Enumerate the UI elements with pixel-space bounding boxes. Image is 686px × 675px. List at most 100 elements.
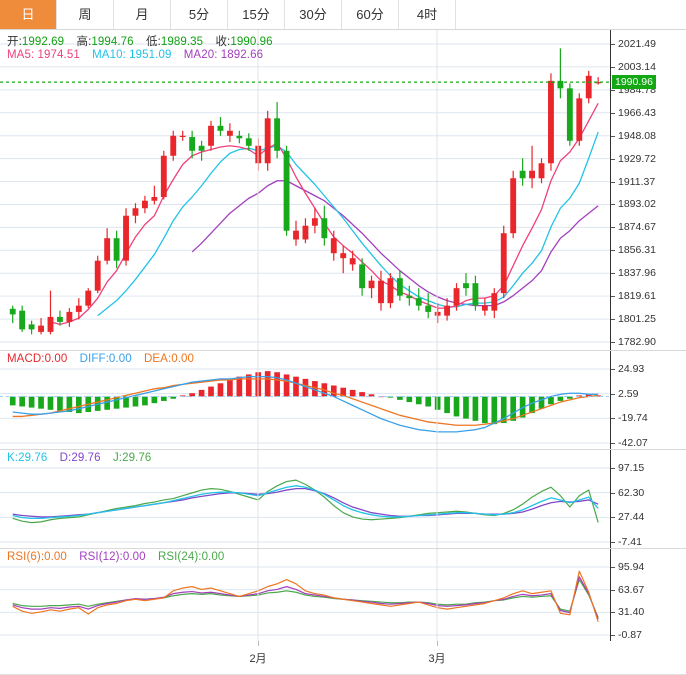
axis-tick-label: 1856.31: [611, 244, 656, 256]
j-group: J:29.76: [113, 452, 151, 464]
axis-tick-label: 62.30: [611, 487, 644, 499]
dea-value: 0.00: [171, 353, 195, 365]
period-tab-6[interactable]: 60分: [342, 0, 399, 29]
axis-tick-label: 1929.72: [611, 153, 656, 165]
open-group: 开:1992.69: [7, 36, 64, 48]
period-tab-5[interactable]: 30分: [285, 0, 342, 29]
ma20-label: MA20:: [183, 49, 218, 61]
close-value: 1990.96: [230, 36, 273, 48]
rsi24-group: RSI(24):0.00: [158, 551, 224, 563]
axis-tick-label: 1782.90: [611, 336, 656, 348]
d-value: 29.76: [71, 452, 101, 464]
period-toolbar: 日周月 5分 15分 30分 60分 4时: [0, 0, 686, 30]
rsi6-group: RSI(6):0.00: [7, 551, 67, 563]
rsi24-label: RSI(24):: [157, 551, 202, 563]
axis-tick-label: -7.41: [611, 536, 642, 548]
rsi12-label: RSI(12):: [79, 551, 123, 563]
ma10-label: MA10:: [92, 49, 126, 61]
axis-tick-label: 1837.96: [611, 267, 656, 279]
axis-tick-label: 1948.08: [611, 130, 656, 142]
ma10-value: 1951.09: [129, 49, 172, 61]
d-label: D:: [59, 452, 72, 464]
axis-tick-label: 2021.49: [611, 38, 656, 50]
price-axis: 2021.49 2003.14 1984.78 1966.43 1948.08 1929.…: [610, 30, 686, 350]
kdj-plot-area[interactable]: [0, 450, 610, 548]
open-value: 1992.69: [21, 36, 65, 48]
ma-legend: MA5: 1974.51 MA10: 1951.09 MA20: 1892.66: [7, 49, 272, 61]
open-label: 开:: [7, 36, 22, 48]
close-label: 收:: [215, 36, 231, 48]
rsi6-value: 0.00: [44, 551, 67, 563]
time-axis: 2月 3月: [0, 641, 686, 675]
axis-tick-label: 1966.43: [611, 107, 656, 119]
axis-tick-label: 63.67: [611, 584, 644, 596]
axis-tick-label: -42.07: [611, 437, 648, 449]
macd-plot-area[interactable]: [0, 351, 610, 449]
axis-tick-label: 24.93: [611, 363, 644, 375]
kdj-panel: K:29.76 D:29.76 J:29.76 97.15 62.30 27.44-…: [0, 450, 686, 549]
k-label: K:: [7, 452, 19, 464]
period-tab-2[interactable]: 月: [114, 0, 171, 29]
macd-value: 0.00: [44, 353, 68, 365]
period-tab-3[interactable]: 5分: [171, 0, 228, 29]
period-tab-7[interactable]: 4时: [399, 0, 456, 29]
high-label: 高:: [76, 36, 92, 48]
axis-tick-label: 27.44: [611, 511, 644, 523]
period-tab-4[interactable]: 15分: [228, 0, 285, 29]
time-axis-tick: [258, 641, 259, 646]
k-value: 29.76: [18, 452, 48, 464]
axis-tick-label: 2.59: [611, 388, 638, 400]
axis-tick-label: 31.40: [611, 606, 644, 618]
high-value: 1994.76: [91, 36, 134, 48]
low-label: 低:: [145, 36, 161, 48]
rsi-panel: RSI(6):0.00 RSI(12):0.00 RSI(24):0.00 95…: [0, 549, 686, 641]
rsi24-value: 0.00: [201, 551, 225, 563]
price-plot-area[interactable]: [0, 30, 610, 350]
rsi-plot-area[interactable]: [0, 549, 610, 641]
axis-tick-label: -0.87: [611, 629, 642, 641]
d-group: D:29.76: [60, 452, 101, 464]
current-price-badge: 1990.96: [612, 75, 656, 90]
low-group: 低:1989.35: [146, 36, 203, 48]
macd-group: MACD:0.00: [7, 353, 67, 365]
axis-tick-label: 1911.37: [611, 176, 655, 188]
rsi-axis: 95.94 63.67 31.40 -0.87: [610, 549, 686, 641]
macd-panel: MACD:0.00 DIFF:0.00 DEA:0.00 24.93 2.59 -1…: [0, 351, 686, 450]
kdj-legend: K:29.76 D:29.76 J:29.76: [7, 452, 160, 464]
price-chart-panel: 开:1992.69 高:1994.76 低:1989.35 收:1990.96 …: [0, 30, 686, 351]
ma5-value: 1974.51: [37, 49, 80, 61]
macd-axis: 24.93 2.59 -19.74 -42.07: [610, 351, 686, 449]
axis-tick-label: 97.15: [611, 462, 644, 474]
dea-label: DEA:: [144, 353, 172, 365]
period-tab-1[interactable]: 周: [57, 0, 114, 29]
time-axis-label: 3月: [428, 653, 446, 665]
diff-group: DIFF:0.00: [80, 353, 132, 365]
macd-label: MACD:: [7, 353, 45, 365]
rsi12-group: RSI(12):0.00: [79, 551, 145, 563]
k-group: K:29.76: [7, 452, 47, 464]
macd-legend: MACD:0.00 DIFF:0.00 DEA:0.00: [7, 353, 203, 365]
high-group: 高:1994.76: [76, 36, 133, 48]
ohlc-legend: 开:1992.69 高:1994.76 低:1989.35 收:1990.96: [7, 33, 282, 49]
ma20-value: 1892.66: [220, 49, 264, 61]
axis-tick-label: -19.74: [611, 412, 648, 424]
ma10-group: MA10: 1951.09: [92, 49, 171, 61]
diff-label: DIFF:: [79, 353, 109, 365]
axis-tick-label: 95.94: [611, 561, 644, 573]
close-group: 收:1990.96: [215, 36, 272, 48]
j-value: 29.76: [122, 452, 152, 464]
kdj-axis: 97.15 62.30 27.44 -7.41: [610, 450, 686, 548]
axis-tick-label: 1801.25: [611, 313, 656, 325]
toolbar-filler: [456, 0, 686, 29]
ma5-label: MA5:: [7, 49, 35, 61]
axis-tick-label: 1893.02: [611, 198, 656, 210]
axis-tick-label: 1874.67: [611, 221, 656, 233]
axis-tick-label: 1819.61: [611, 290, 656, 302]
low-value: 1989.35: [160, 36, 204, 48]
period-tab-0[interactable]: 日: [0, 0, 57, 29]
rsi12-value: 0.00: [122, 551, 146, 563]
rsi-legend: RSI(6):0.00 RSI(12):0.00 RSI(24):0.00: [7, 551, 233, 563]
ma5-group: MA5: 1974.51: [7, 49, 80, 61]
j-label: J:: [112, 452, 123, 464]
